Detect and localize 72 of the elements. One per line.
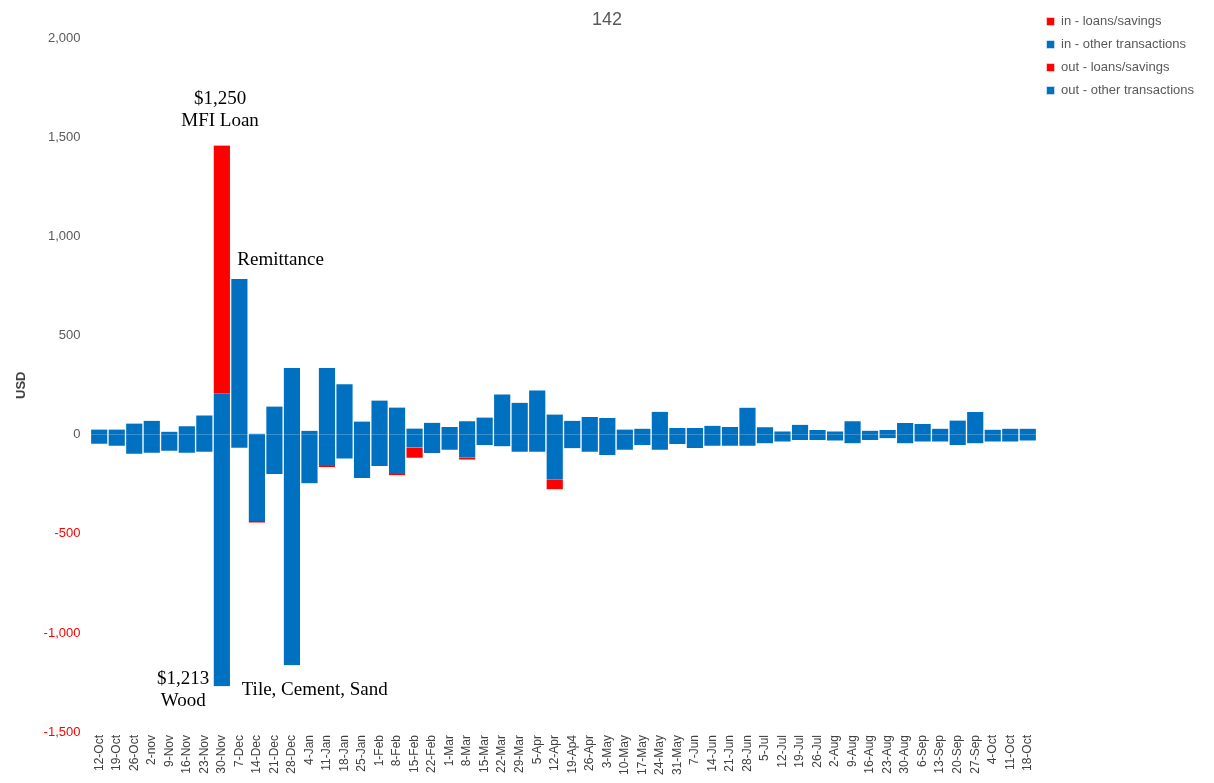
legend-label: in - other transactions: [1061, 36, 1187, 52]
x-tick-label: 6-Sep: [914, 734, 929, 768]
x-tick-label: 9-Aug: [844, 734, 859, 768]
y-tick-label: 500: [58, 327, 81, 343]
y-tick-label: 1,500: [47, 129, 81, 145]
x-tick-label: 9-Nov: [161, 734, 176, 767]
x-tick-label: 12-Oct: [91, 734, 106, 771]
x-tick-label: 14-Dec: [249, 734, 264, 774]
x-tick-label: 15-Feb: [406, 734, 421, 774]
y-tick-label: -1,000: [43, 624, 81, 640]
x-tick-label: 12-Apr: [547, 734, 562, 772]
x-tick-label: 13-Sep: [932, 734, 947, 774]
x-tick-label: 26-Oct: [126, 734, 141, 771]
x-tick-label: 31-May: [669, 734, 684, 775]
y-tick-label: 1,000: [47, 228, 81, 244]
x-tick-label: 21-Jun: [722, 734, 737, 772]
x-tick-label: 24-May: [652, 734, 667, 775]
x-tick-label: 1-Mar: [441, 734, 456, 767]
x-tick-label: 8-Mar: [459, 734, 474, 767]
chart-title: 142: [591, 8, 623, 29]
x-tick-label: 29-Mar: [512, 734, 527, 773]
x-tick-label: 15-Mar: [476, 734, 491, 773]
x-tick-label: 16-Nov: [179, 734, 194, 774]
x-tick-label: 7-Dec: [231, 734, 246, 767]
x-tick-label: 18-Oct: [1020, 734, 1035, 771]
x-tick-label: 4-Jan: [301, 734, 316, 766]
x-tick-label: 18-Jan: [336, 734, 351, 772]
x-tick-label: 19-Jul: [792, 734, 807, 768]
x-tick-label: 5-Jul: [757, 734, 772, 761]
x-tick-label: 23-Aug: [879, 734, 894, 774]
x-tick-label: 8-Feb: [389, 734, 404, 767]
annotation: Tile, Cement, Sand: [241, 678, 389, 700]
x-tick-label: 2-nov: [144, 734, 159, 766]
y-tick-label: -500: [54, 525, 81, 541]
x-tick-label: 2-Aug: [827, 734, 842, 768]
x-tick-label: 30-Aug: [897, 734, 912, 774]
annotation: Remittance: [237, 248, 324, 270]
x-tick-label: 11-Jan: [319, 734, 334, 771]
annotation: $1,250 MFI Loan: [181, 87, 260, 130]
x-tick-label: 5-Apr: [529, 734, 544, 765]
y-tick-label: -1,500: [43, 723, 81, 739]
y-axis-title: USD: [13, 371, 29, 400]
x-tick-label: 1-Feb: [371, 734, 386, 767]
x-tick-label: 22-Mar: [494, 734, 509, 773]
y-tick-label: 2,000: [47, 30, 81, 46]
x-tick-label: 23-Nov: [196, 734, 211, 774]
x-tick-label: 4-Oct: [985, 734, 1000, 765]
legend-label: in - loans/savings: [1061, 13, 1162, 29]
x-tick-label: 25-Jan: [354, 734, 369, 772]
x-tick-label: 17-May: [634, 734, 649, 775]
x-tick-label: 16-Aug: [862, 734, 877, 774]
x-tick-label: 12-Jul: [774, 734, 789, 768]
x-tick-label: 19-Ap4: [564, 734, 579, 774]
x-tick-label: 26-Jul: [809, 734, 824, 768]
x-tick-label: 26-Apr: [582, 734, 597, 772]
legend-label: out - other transactions: [1061, 82, 1195, 98]
x-tick-label: 14-Jun: [704, 734, 719, 772]
x-tick-label: 27-Sep: [967, 734, 982, 774]
annotation: $1,213 Wood: [157, 667, 210, 711]
y-tick-label: 0: [73, 426, 81, 442]
x-tick-label: 28-Jun: [739, 734, 754, 772]
legend-label: out - loans/savings: [1061, 59, 1170, 75]
x-tick-label: 10-May: [617, 734, 632, 775]
x-tick-label: 21-Dec: [266, 734, 281, 774]
x-tick-label: 19-Oct: [109, 734, 124, 771]
x-tick-label: 11-Oct: [1002, 734, 1017, 771]
x-tick-label: 7-Jun: [687, 734, 702, 766]
x-tick-label: 3-May: [599, 734, 614, 769]
x-tick-label: 30-Nov: [214, 734, 229, 774]
x-tick-label: 28-Dec: [284, 734, 299, 774]
x-tick-label: 22-Feb: [424, 734, 439, 774]
x-tick-label: 20-Sep: [950, 734, 965, 774]
